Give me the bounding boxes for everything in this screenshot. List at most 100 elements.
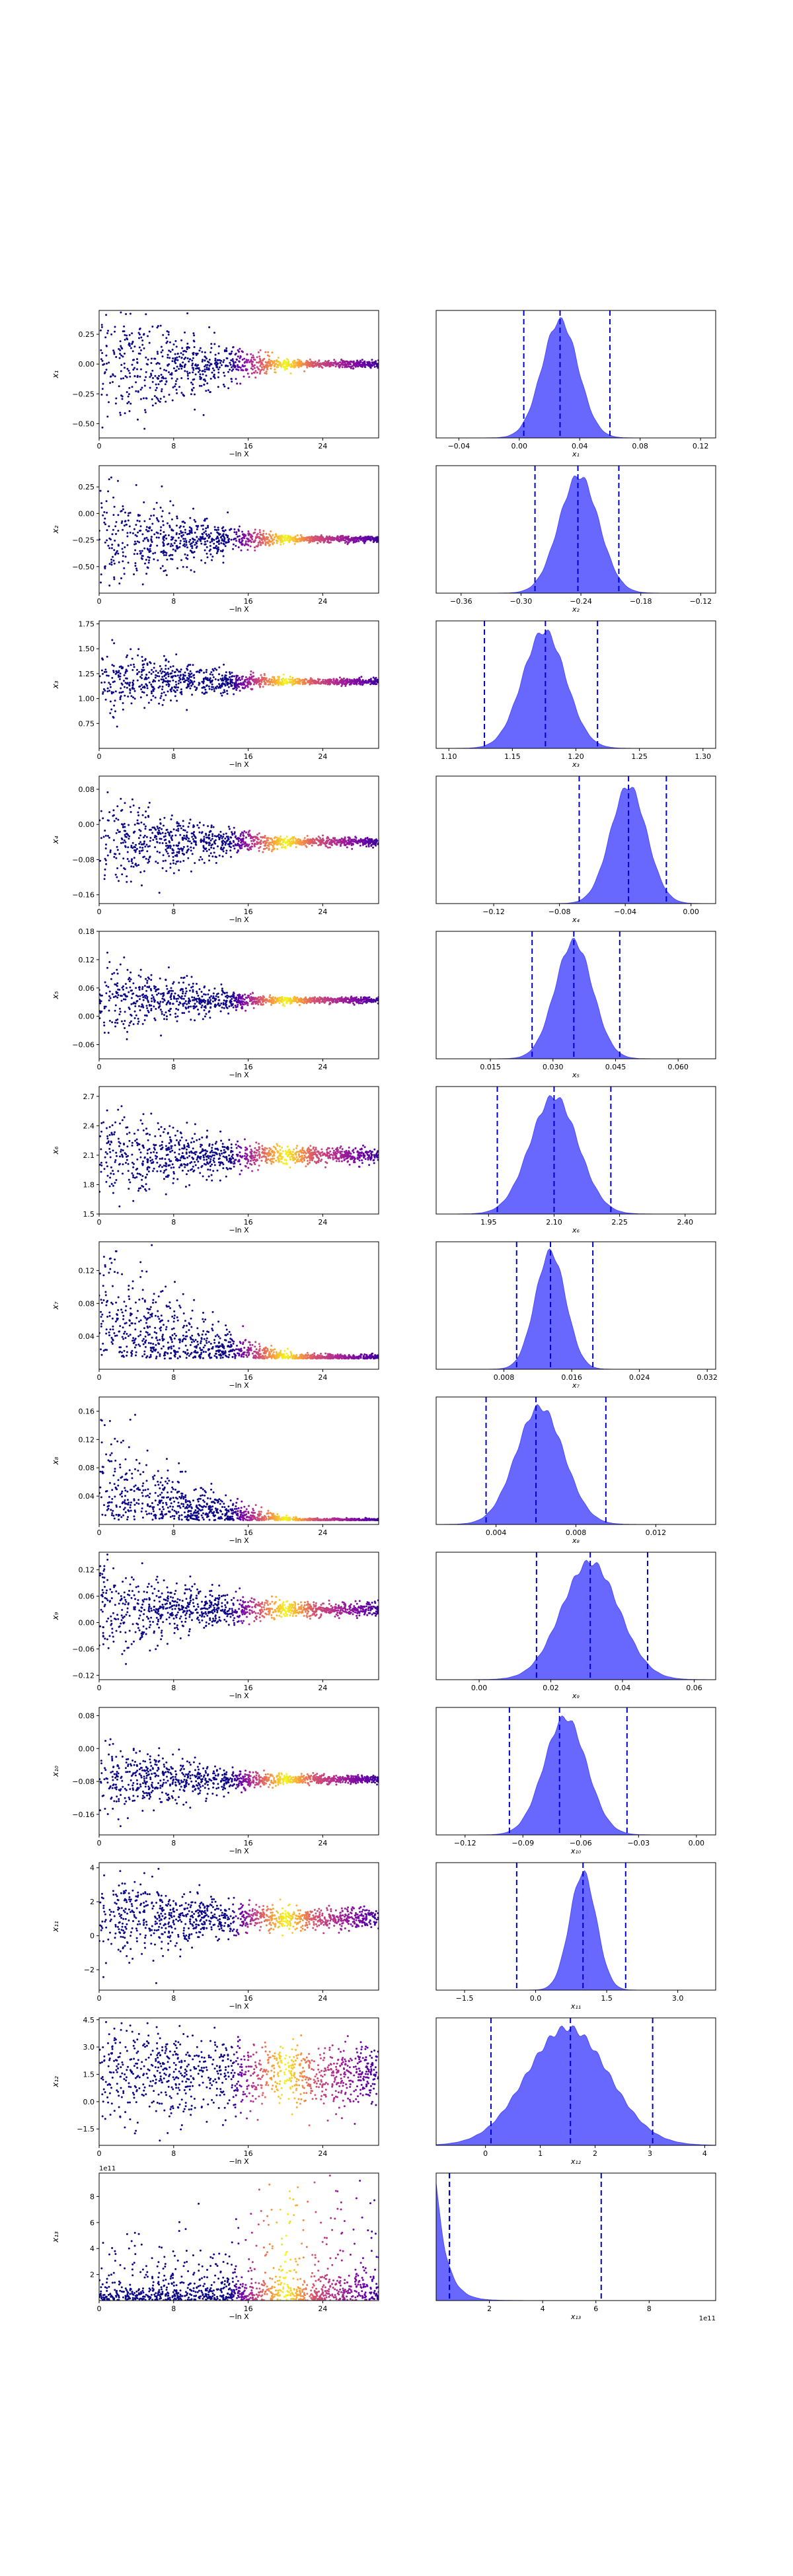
trace-point [106,655,108,658]
trace-point [207,825,209,828]
trace-point [175,380,177,382]
trace-point [217,368,220,371]
trace-point [208,848,211,851]
trace-point [180,352,182,355]
trace-point [136,819,139,822]
trace-point [280,365,283,368]
trace-point [233,531,236,534]
trace-point [165,673,167,676]
trace-point [143,384,146,387]
trace-point [208,685,210,688]
trace-point [163,544,165,547]
trace-point [375,360,377,363]
trace-point [180,847,182,849]
trace-point [314,535,317,538]
trace-point [249,993,252,995]
trace-point [100,669,103,672]
trace-point [108,563,111,565]
trace-point [143,840,145,843]
trace-point [210,671,213,674]
trace-point [158,702,161,705]
trace-point [107,835,109,837]
trace-point [157,353,159,355]
trace-point [119,413,122,416]
trace-point [139,368,142,371]
trace-point [163,994,165,996]
trace-point [146,850,149,853]
trace-point [120,394,122,397]
trace-point [210,826,213,828]
trace-point [114,1021,116,1024]
trace-point [221,549,224,552]
trace-point [141,550,143,552]
trace-point [174,680,177,683]
trace-point [237,682,240,685]
trace-point [209,545,211,547]
trace-point [150,683,153,686]
trace-point [111,973,114,976]
trace-point [127,664,130,667]
trace-point [118,678,121,680]
trace-point [283,678,285,681]
trace-point [260,683,262,686]
trace-point [202,370,204,372]
trace-point [110,558,113,561]
trace-point [99,859,102,862]
trace-point [163,1014,165,1017]
trace-point [160,678,163,681]
trace-point [354,836,357,838]
trace-point [163,675,166,677]
trace-point [199,347,202,349]
trace-point [159,851,161,854]
trace-point [265,532,268,535]
trace-point [289,538,291,541]
trace-point [215,366,218,369]
trace-point [186,831,188,834]
trace-point [130,648,132,651]
trace-point [206,368,208,371]
trace-point [204,540,206,543]
trace-point [133,831,135,834]
trace-point [281,539,283,542]
trace-point [122,555,124,557]
trace-point [131,862,133,865]
trace-panel-3: 0 8 16 241.751.501.251.000.75−ln Xx₃ [51,620,379,769]
trace-point [241,678,243,680]
trace-point [192,378,194,381]
trace-point [190,1019,192,1021]
trace-point [204,359,206,362]
trace-point [206,692,208,694]
trace-point [165,850,168,853]
trace-point [176,365,178,368]
trace-point [148,559,151,561]
trace-point [334,365,337,368]
trace-point [282,673,285,676]
trace-point [192,332,195,335]
trace-point [101,426,104,429]
trace-point [206,517,208,520]
trace-point [317,542,319,544]
trace-point [241,369,243,371]
trace-point [243,544,246,546]
trace-point [340,680,342,682]
trace-point [105,500,108,503]
trace-point [373,841,376,844]
trace-point [219,678,222,680]
trace-point [188,526,191,528]
trace-point [168,371,170,373]
trace-point [327,541,330,544]
trace-point [269,841,272,844]
trace-point [150,1004,153,1007]
trace-point [180,530,182,532]
trace-point [176,674,179,677]
trace-point [100,349,102,351]
trace-point [163,699,165,701]
trace-point [120,864,122,867]
trace-point [221,842,224,845]
trace-point [141,684,143,686]
trace-point [153,533,156,536]
trace-point [226,997,229,999]
trace-point [165,537,168,540]
trace-point [230,378,233,380]
trace-point [176,546,178,549]
